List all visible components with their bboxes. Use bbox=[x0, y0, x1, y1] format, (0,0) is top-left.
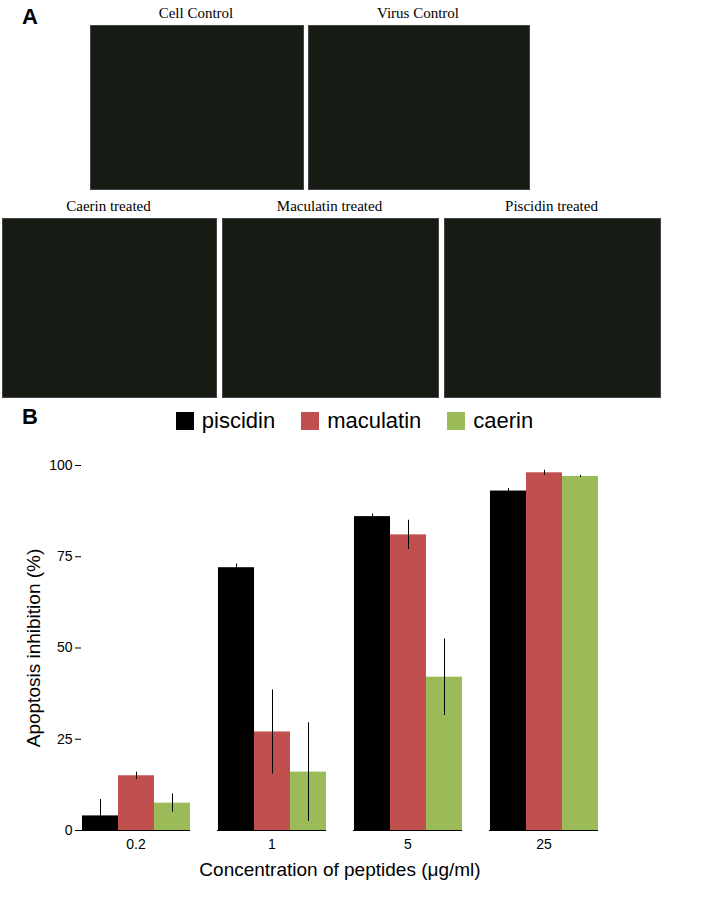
svg-text:100: 100 bbox=[49, 457, 73, 473]
html-text:Virus Control: Virus Control bbox=[377, 5, 459, 21]
html-text:B: B bbox=[22, 404, 38, 429]
html-text:maculatin: maculatin bbox=[327, 408, 422, 433]
svg-text:1: 1 bbox=[268, 836, 276, 852]
svg-text:25: 25 bbox=[57, 731, 73, 747]
svg-text:25: 25 bbox=[536, 836, 552, 852]
html-text:caerin: caerin bbox=[473, 408, 534, 433]
svg-text:Concentration of peptides (μg/: Concentration of peptides (μg/ml) bbox=[199, 859, 480, 880]
html-text:A: A bbox=[22, 4, 38, 29]
html-text:Cell Control: Cell Control bbox=[158, 5, 234, 21]
html-text:Caerin treated: Caerin treated bbox=[66, 198, 151, 214]
html-text:Piscidin treated: Piscidin treated bbox=[505, 198, 598, 214]
svg-text:75: 75 bbox=[57, 548, 73, 564]
svg-text:Apoptosis inhibition (%): Apoptosis inhibition (%) bbox=[23, 549, 44, 748]
html-text:piscidin: piscidin bbox=[201, 408, 276, 433]
svg-text:0.2: 0.2 bbox=[126, 836, 146, 852]
html-text:Maculatin treated: Maculatin treated bbox=[276, 198, 383, 214]
svg-text:50: 50 bbox=[57, 639, 73, 655]
svg-text:0: 0 bbox=[65, 822, 73, 838]
svg-text:5: 5 bbox=[404, 836, 412, 852]
